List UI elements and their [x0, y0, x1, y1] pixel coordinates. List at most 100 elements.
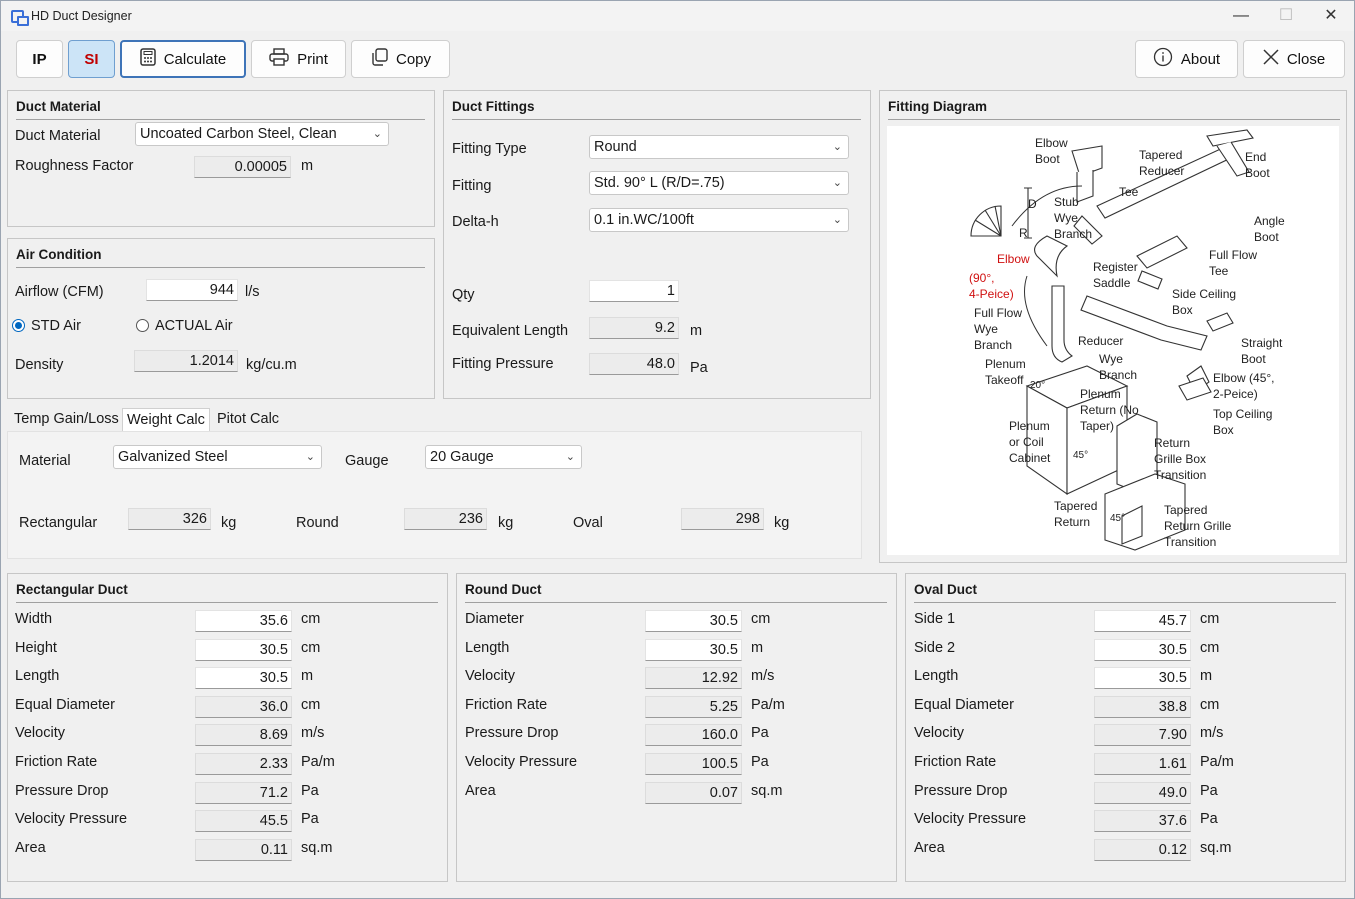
tab-temp-gain-loss[interactable]: Temp Gain/Loss — [14, 411, 119, 427]
roughness-unit: m — [301, 158, 314, 174]
airflow-unit: l/s — [245, 284, 260, 300]
round-row-field[interactable]: 30.5 — [645, 638, 742, 661]
rect-row-field[interactable]: 35.6 — [195, 610, 292, 632]
oval-row-unit: Pa — [1200, 811, 1218, 828]
round-row-field: 5.25 — [645, 695, 742, 718]
equivalent-length-unit: m — [690, 323, 703, 339]
round-row-unit: cm — [751, 611, 771, 627]
oval-row-field: 0.12 — [1094, 838, 1191, 861]
label-r: R — [1019, 226, 1028, 240]
weight-material-select[interactable]: Galvanized Steel ⌄ — [113, 445, 322, 469]
equivalent-length-field: 9.2 — [589, 317, 679, 339]
minimize-button[interactable]: — — [1233, 7, 1249, 24]
label-tapered-return: Tapered Return — [1054, 499, 1098, 529]
copy-label: Copy — [395, 50, 432, 68]
delta-h-select[interactable]: 0.1 in.WC/100ft ⌄ — [589, 208, 849, 232]
tab-pitot-calc[interactable]: Pitot Calc — [217, 411, 280, 427]
copy-icon — [370, 47, 388, 71]
about-button[interactable]: About — [1135, 40, 1238, 78]
print-button[interactable]: Print — [251, 40, 346, 78]
rect-row-field[interactable]: 30.5 — [195, 638, 292, 661]
oval-row-field[interactable]: 30.5 — [1094, 667, 1191, 690]
label-return-grille: Return Grille Box Transition — [1154, 436, 1207, 482]
fitting-pressure-label: Fitting Pressure — [452, 356, 554, 372]
rect-row-label: Equal Diameter — [15, 696, 115, 713]
actual-air-label[interactable]: ACTUAL Air — [155, 318, 233, 334]
rect-row-field: 8.69 — [195, 724, 292, 747]
label-d: D — [1028, 197, 1037, 211]
divider — [914, 602, 1336, 603]
oval-row-field: 1.61 — [1094, 753, 1191, 775]
si-units-button[interactable]: SI — [68, 40, 115, 78]
fitting-type-select[interactable]: Round ⌄ — [589, 135, 849, 159]
weight-round-unit: kg — [498, 515, 514, 531]
air-condition-header: Air Condition — [16, 247, 102, 262]
divider — [16, 602, 438, 603]
qty-input[interactable]: 1 — [589, 280, 679, 302]
label-angle-boot: Angle Boot — [1254, 214, 1285, 244]
round-row-field: 100.5 — [645, 753, 742, 775]
rect-row-unit: cm — [301, 639, 321, 656]
rect-row-field: 0.11 — [195, 838, 292, 861]
info-icon — [1153, 47, 1173, 72]
oval-row-label: Length — [914, 668, 959, 685]
duct-material-header: Duct Material — [16, 99, 101, 114]
airflow-input[interactable]: 944 — [146, 279, 238, 301]
tab-weight-calc[interactable]: Weight Calc — [122, 408, 210, 432]
maximize-button[interactable]: ☐ — [1278, 7, 1294, 24]
print-label: Print — [297, 50, 328, 68]
delta-h-label: Delta-h — [452, 214, 499, 230]
oval-row-field[interactable]: 45.7 — [1094, 610, 1191, 632]
oval-row-unit: Pa — [1200, 782, 1218, 799]
fitting-select[interactable]: Std. 90° L (R/D=.75) ⌄ — [589, 171, 849, 195]
duct-system-drawing — [970, 129, 1254, 551]
round-row-field[interactable]: 30.5 — [645, 610, 742, 632]
oval-row-field: 49.0 — [1094, 781, 1191, 804]
density-field: 1.2014 — [134, 350, 238, 372]
oval-row-unit: cm — [1200, 696, 1220, 713]
label-side-ceiling: Side Ceiling Box — [1172, 287, 1237, 317]
divider — [452, 119, 861, 120]
rect-row-unit: cm — [301, 696, 321, 713]
oval-row-field[interactable]: 30.5 — [1094, 638, 1191, 661]
round-row-label: Velocity Pressure — [465, 754, 578, 770]
std-air-label[interactable]: STD Air — [31, 318, 81, 334]
label-tee: Tee — [1119, 185, 1139, 199]
label-straight-boot: Straight Boot — [1241, 336, 1283, 366]
actual-air-radio[interactable] — [136, 319, 149, 332]
ip-units-button[interactable]: IP — [16, 40, 63, 78]
chevron-down-icon: ⌄ — [305, 451, 315, 463]
round-row-label: Diameter — [465, 611, 524, 627]
divider — [888, 119, 1340, 120]
gauge-select[interactable]: 20 Gauge ⌄ — [425, 445, 582, 469]
app-icon — [11, 10, 29, 26]
chevron-down-icon: ⌄ — [565, 451, 575, 463]
weight-round-label: Round — [296, 515, 339, 531]
std-air-radio[interactable] — [12, 319, 25, 332]
rect-row-field: 36.0 — [195, 695, 292, 718]
roughness-label: Roughness Factor — [15, 158, 134, 174]
window-close-button[interactable]: ✕ — [1324, 7, 1338, 24]
label-deg20: 20° — [1030, 380, 1046, 391]
rect-row-label: Friction Rate — [15, 754, 98, 770]
label-wye-branch: Wye Branch — [1099, 352, 1138, 382]
label-reducer: Reducer — [1078, 334, 1124, 348]
duct-material-select[interactable]: Uncoated Carbon Steel, Clean ⌄ — [135, 122, 389, 146]
label-stub-wye: Stub Wye Branch — [1054, 195, 1093, 241]
calculate-label: Calculate — [163, 50, 227, 68]
gauge-value: 20 Gauge — [430, 449, 494, 465]
rect-row-field: 2.33 — [195, 753, 292, 775]
calculate-button[interactable]: Calculate — [120, 40, 246, 78]
rect-row-unit: Pa/m — [301, 754, 335, 770]
round-row-label: Area — [465, 782, 496, 799]
rect-row-unit: Pa — [301, 782, 319, 799]
rect-row-field[interactable]: 30.5 — [195, 667, 292, 690]
round-duct-header: Round Duct — [465, 582, 542, 597]
rect-row-unit: Pa — [301, 811, 319, 828]
close-button[interactable]: Close — [1243, 40, 1345, 78]
copy-button[interactable]: Copy — [351, 40, 450, 78]
divider — [16, 267, 425, 268]
air-condition-panel: Air Condition — [7, 238, 435, 399]
oval-row-field: 38.8 — [1094, 695, 1191, 718]
label-plenum-coil: Plenum or Coil Cabinet — [1009, 419, 1051, 465]
